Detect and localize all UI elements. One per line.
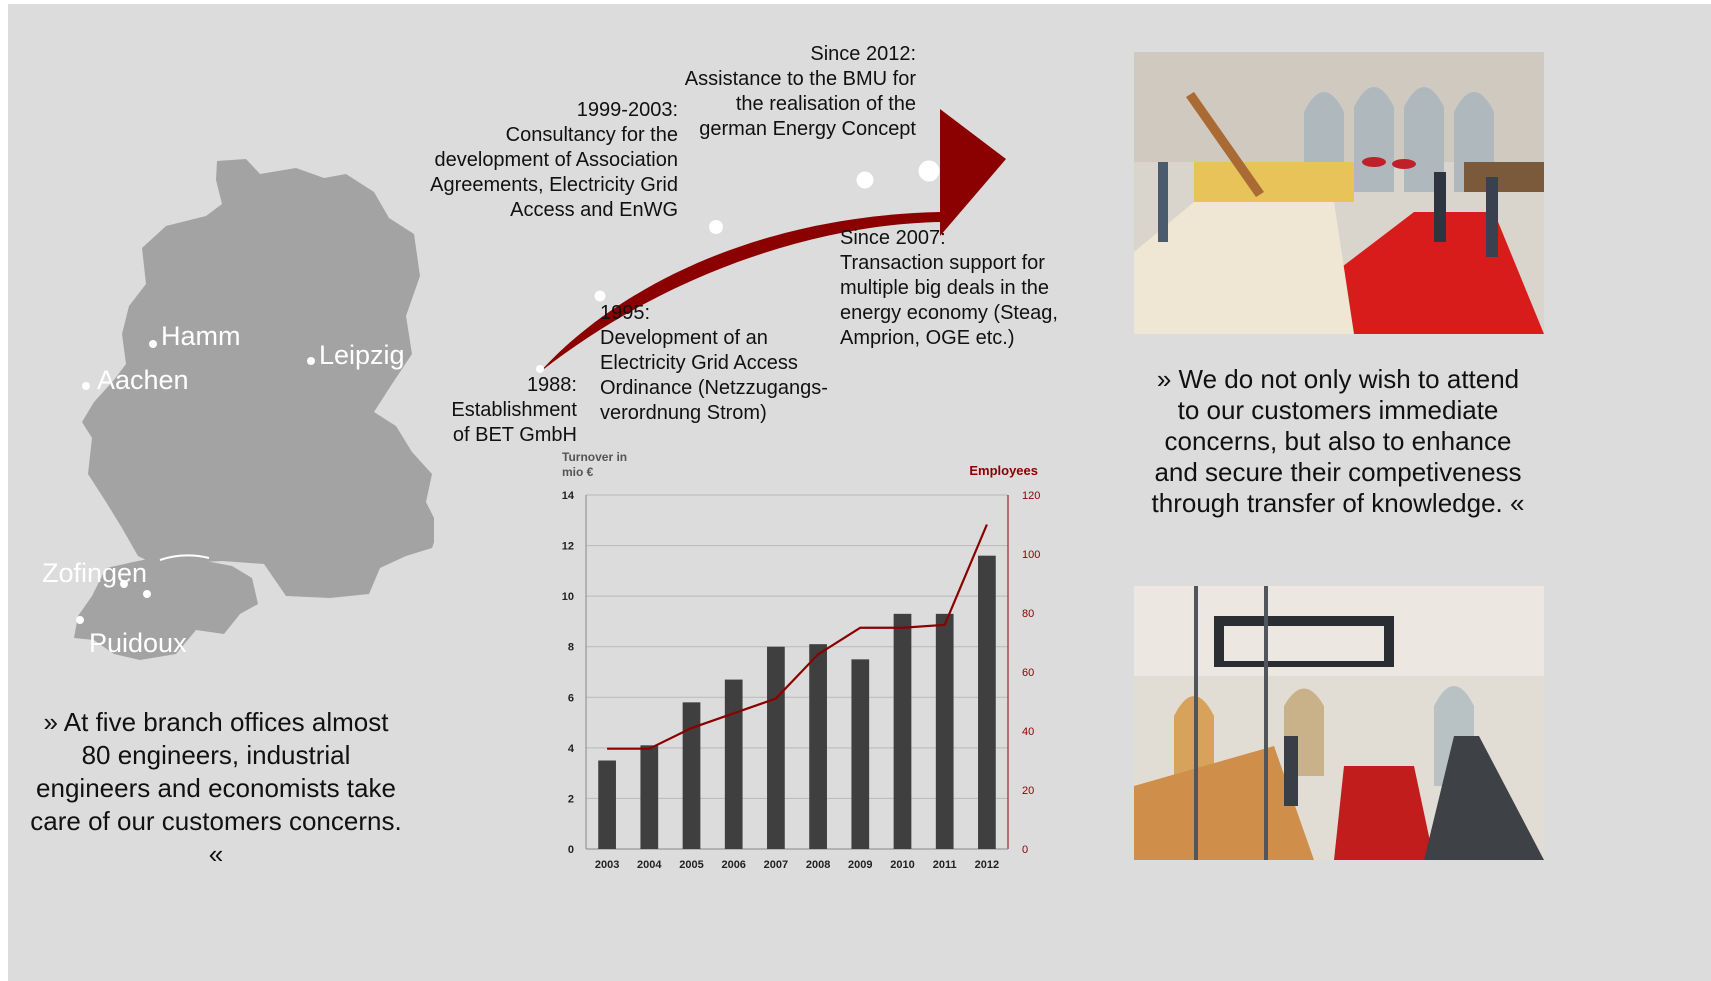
bar-2010 xyxy=(893,613,912,849)
y-tick-label: 2 xyxy=(568,793,574,805)
y-axis-title-line2: mio € xyxy=(562,465,594,479)
x-tick-label: 2008 xyxy=(806,859,830,871)
office-interior-image xyxy=(1134,52,1544,334)
event-2007: Since 2007: Transaction support for mult… xyxy=(840,227,1058,349)
y-tick-label: 6 xyxy=(568,692,574,704)
y2-tick-label: 80 xyxy=(1022,608,1034,620)
event-1995: 1995: Development of an Electricity Grid… xyxy=(600,302,828,424)
y-axis-title-line1: Turnover in xyxy=(562,450,627,464)
turnover-employees-chart: 0 2 4 6 8 10 12 14 0 20 40 60 80 100 120 2003 2004 2005 20… xyxy=(562,450,1041,871)
event-1988: 1988: Establishment of BET GmbH xyxy=(451,374,577,446)
bar-2009 xyxy=(851,659,870,849)
y-tick-label: 10 xyxy=(562,591,574,603)
y-tick-label: 14 xyxy=(562,490,575,502)
milestone-dot-1995 xyxy=(594,290,606,302)
x-tick-label: 2005 xyxy=(679,859,703,871)
bar-2003 xyxy=(598,760,616,849)
event-1999-2003: 1999-2003: Consultancy for the developme… xyxy=(430,99,678,221)
x-tick-label: 2012 xyxy=(975,859,999,871)
city-hamm: Hamm xyxy=(161,321,241,351)
bar-2011 xyxy=(935,613,954,849)
x-tick-label: 2009 xyxy=(848,859,872,871)
right-quote: » We do not only wish to attend to our c… xyxy=(1151,364,1525,518)
y-tick-label: 12 xyxy=(562,541,574,553)
milestone-dot-2012 xyxy=(918,160,940,182)
border-line xyxy=(159,554,210,561)
employees-line xyxy=(607,524,988,750)
x-tick-label: 2003 xyxy=(595,859,619,871)
bar-2012 xyxy=(978,555,996,849)
germany-shape xyxy=(82,159,434,598)
bar-2007 xyxy=(767,646,785,849)
x-tick-label: 2010 xyxy=(890,859,914,871)
y2-tick-label: 0 xyxy=(1022,844,1028,856)
y2-axis-title: Employees xyxy=(969,463,1038,478)
timeline-arrow xyxy=(536,109,1006,373)
y2-tick-label: 60 xyxy=(1022,667,1034,679)
atrium-interior-image xyxy=(1134,586,1544,860)
office-photo-bottom xyxy=(1134,586,1544,860)
y-tick-label: 0 xyxy=(568,844,574,856)
event-2012: Since 2012: Assistance to the BMU for th… xyxy=(684,43,916,140)
arrow-shape xyxy=(540,109,1006,372)
germany-switzerland-map xyxy=(74,159,434,660)
city-leipzig: Leipzig xyxy=(319,340,405,370)
city-puidoux: Puidoux xyxy=(89,628,187,658)
x-tick-label: 2004 xyxy=(637,859,662,871)
leipzig-dot xyxy=(307,357,315,365)
y-tick-label: 4 xyxy=(568,743,575,755)
milestone-dot-1999 xyxy=(709,220,723,234)
city-aachen: Aachen xyxy=(97,365,189,395)
milestone-dot-2007 xyxy=(856,171,874,189)
bar-2006 xyxy=(724,679,743,849)
puidoux-dot xyxy=(76,616,84,624)
bar-2008 xyxy=(809,644,827,849)
bar-2005 xyxy=(682,702,701,849)
x-tick-label: 2006 xyxy=(721,859,745,871)
y2-tick-label: 40 xyxy=(1022,726,1034,738)
bar-2004 xyxy=(640,745,659,849)
y2-tick-label: 120 xyxy=(1022,490,1040,502)
milestone-dot-1988 xyxy=(536,365,544,373)
x-tick-label: 2011 xyxy=(933,859,957,871)
hamm-dot xyxy=(149,340,157,348)
city-zofingen: Zofingen xyxy=(42,558,148,588)
slide: Hamm Aachen Leipzig Zofingen Puidoux » A… xyxy=(8,4,1711,981)
aachen-dot xyxy=(82,382,90,390)
zofingen-dot xyxy=(120,580,128,588)
y2-tick-label: 20 xyxy=(1022,785,1034,797)
y-tick-label: 8 xyxy=(568,642,574,654)
x-tick-label: 2007 xyxy=(764,859,788,871)
office-dot xyxy=(143,590,151,598)
office-photo-top xyxy=(1134,52,1544,334)
y2-tick-label: 100 xyxy=(1022,549,1040,561)
left-quote: » At five branch offices almost 80 engin… xyxy=(30,707,402,869)
